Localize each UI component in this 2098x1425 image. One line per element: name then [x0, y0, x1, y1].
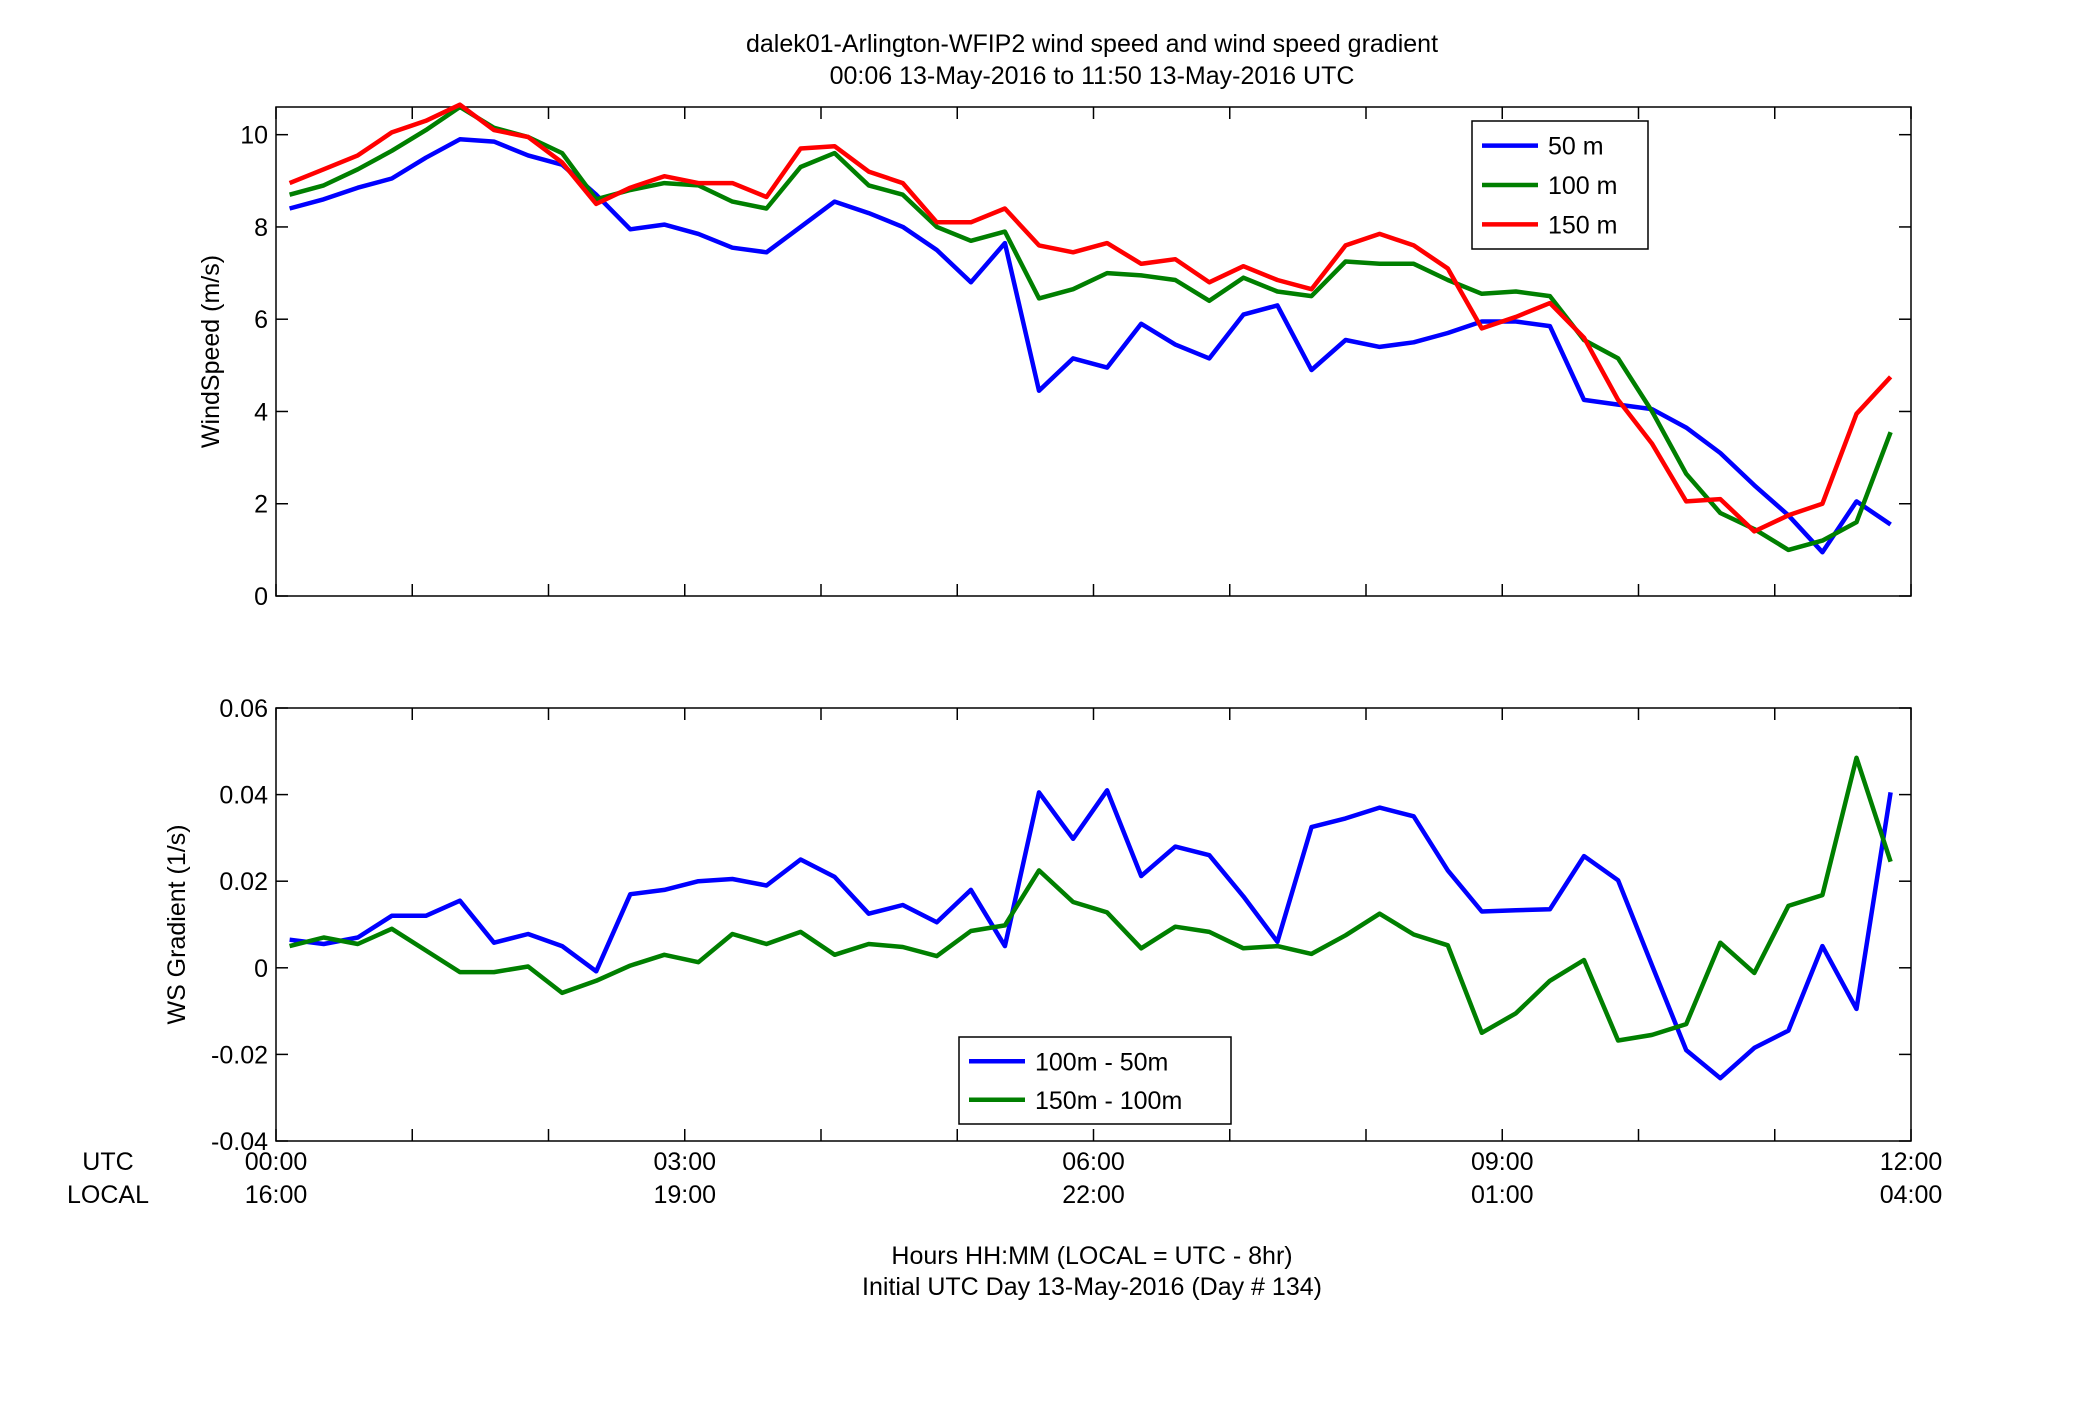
grad-ytick-label: 0.06: [219, 695, 268, 723]
grad-legend-box: [958, 1036, 1232, 1125]
grad-ytick-label: -0.02: [211, 1041, 268, 1069]
ws-legend-box: [1471, 120, 1649, 250]
xtick-label-local: 22:00: [1062, 1181, 1125, 1209]
xtick-label-local: 04:00: [1880, 1181, 1943, 1209]
grad-series-1: [289, 755, 1893, 1043]
xtick-label-local: 16:00: [245, 1181, 308, 1209]
xtick-label-utc: 06:00: [1062, 1148, 1125, 1176]
ws-ytick-label: 2: [254, 491, 268, 519]
ws-ylabel: WindSpeed (m/s): [197, 255, 225, 448]
grad-legend-label: 150m - 100m: [1035, 1087, 1182, 1115]
ws-legend-label: 150 m: [1548, 211, 1617, 239]
footer-line1: Hours HH:MM (LOCAL = UTC - 8hr): [891, 1242, 1292, 1270]
ws-ytick-label: 6: [254, 306, 268, 334]
grad-legend-label: 100m - 50m: [1035, 1048, 1168, 1076]
grad-ytick-label: -0.04: [211, 1128, 268, 1156]
figure-title-line1: dalek01-Arlington-WFIP2 wind speed and w…: [746, 30, 1438, 58]
ws-legend-label: 50 m: [1548, 133, 1604, 161]
xtick-label-local: 01:00: [1471, 1181, 1534, 1209]
grad-legend: 100m - 50m 150m - 100m: [958, 1036, 1232, 1125]
row-label-utc: UTC: [82, 1148, 133, 1176]
ws-series-2: [288, 102, 1893, 534]
grad-ytick-label: 0.02: [219, 868, 268, 896]
grad-ytick-label: 0.04: [219, 782, 268, 810]
figure-title-line2: 00:06 13-May-2016 to 11:50 13-May-2016 U…: [830, 62, 1355, 90]
ws-series-1: [289, 104, 1893, 553]
ws-ytick-label: 4: [254, 398, 268, 426]
ws-ytick-label: 0: [254, 583, 268, 611]
xtick-label-local: 19:00: [653, 1181, 716, 1209]
xtick-label-utc: 09:00: [1471, 1148, 1534, 1176]
grad-ytick-label: 0: [254, 955, 268, 983]
grad-ylabel: WS Gradient (1/s): [163, 824, 191, 1024]
ws-plot-area: [275, 106, 1912, 597]
ws-ytick-label: 10: [240, 122, 268, 150]
gradient-chart: -0.04 -0.02 0 0.02 0.04 0.06 WS Gradient (1/s)…: [163, 695, 1912, 1156]
ws-legend: 50 m 100 m 150 m: [1471, 120, 1649, 250]
xtick-label-utc: 03:00: [653, 1148, 716, 1176]
xtick-label-utc: 12:00: [1880, 1148, 1943, 1176]
grad-series-0: [289, 788, 1893, 1081]
ws-ytick-label: 8: [254, 214, 268, 242]
ws-legend-label: 100 m: [1548, 172, 1617, 200]
row-label-local: LOCAL: [67, 1181, 149, 1209]
windspeed-chart: 0 2 4 6 8 10 WindSpeed (m/s) 50 m 100 m 150 m: [197, 102, 1912, 611]
footer-line2: Initial UTC Day 13-May-2016 (Day # 134): [862, 1273, 1322, 1301]
xtick-label-utc: 00:00: [245, 1148, 308, 1176]
